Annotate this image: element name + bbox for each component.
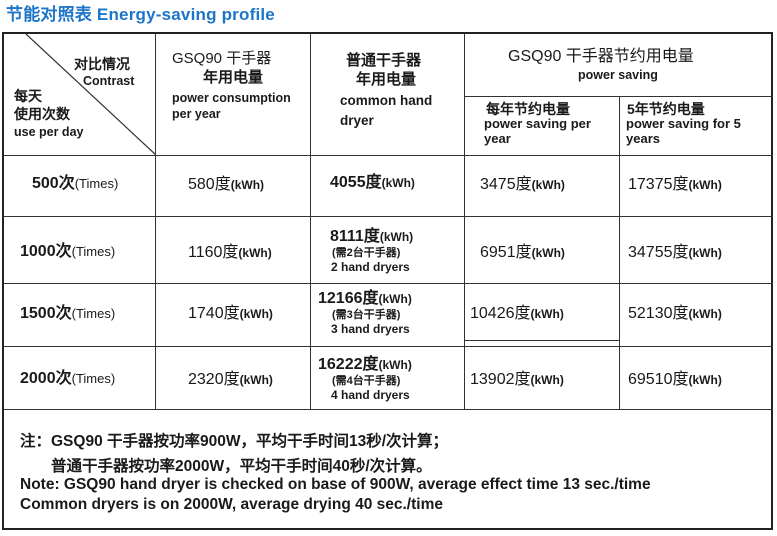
row-common-value: 4055度(kWh) [330,174,415,191]
row-gsq-value: 580度(kWh) [188,176,265,193]
row-per-year: 13902度(kWh) [470,371,564,388]
col2-header-cn1: 普通干手器 [346,52,422,69]
col2-header-cn2: 年用电量 [356,71,417,88]
row-gsq-value: 1740度(kWh) [188,305,273,322]
row-divider [464,340,619,341]
row-gsq-value: 2320度(kWh) [188,371,273,388]
note-line-en1: Note: GSQ90 hand dryer is checked on bas… [20,476,651,493]
row-per-year: 10426度(kWh) [470,305,564,322]
col1-header-cn1: GSQ90 干手器 [172,50,272,67]
note-line-cn1: 注：GSQ90 干手器按功率900W，平均干手时间13秒/次计算； [20,433,449,450]
row-per-year: 3475度(kWh) [480,176,565,193]
row-common-note-en: 2 hand dryers [331,260,410,274]
col3a-header-en2: year [484,131,511,146]
col3-header-en: power saving [578,68,658,82]
corner-left-cn1: 每天 [14,88,42,104]
row-common-note-cn: (需3台干手器) [332,309,401,321]
corner-top-cn: 对比情况 [74,56,130,72]
row-divider [4,283,773,284]
row-common-note-en: 4 hand dryers [331,388,410,402]
row-divider [4,216,773,217]
col3a-header-cn: 每年节约电量 [486,101,570,117]
row-common-note-cn: (需2台干手器) [332,247,401,259]
row-divider [4,346,773,347]
row-five-year: 69510度(kWh) [628,371,722,388]
row-five-year: 34755度(kWh) [628,244,722,261]
corner-left-en: use per day [14,125,84,139]
col3b-header-cn: 5年节约电量 [627,101,705,117]
energy-table [2,32,773,530]
row-five-year: 17375度(kWh) [628,176,722,193]
col2-header-en1: common hand [340,93,433,108]
col1-header-en2: per year [172,107,221,121]
row-gsq-value: 1160度(kWh) [188,244,272,261]
col3b-header-en2: years [626,131,660,146]
row-divider [4,409,773,410]
row-per-year: 6951度(kWh) [480,244,565,261]
row-times: 1000次(Times) [20,243,116,260]
row-divider [4,155,773,156]
note-line-cn2: 普通干手器按功率2000W，平均干手时间40秒/次计算。 [51,458,432,475]
row-five-year: 52130度(kWh) [628,305,722,322]
page-title: 节能对照表 Energy-saving profile [6,5,275,24]
col3b-header-en1: power saving for 5 [626,116,741,131]
row-times: 500次(Times) [32,175,119,192]
col-divider [310,34,311,409]
col-divider [464,34,465,409]
col-divider [619,96,620,409]
corner-left-cn2: 使用次数 [14,106,70,122]
row-common-value: 12166度(kWh) [318,290,412,307]
col3-header-cn: GSQ90 干手器节约用电量 [508,48,694,65]
row-times: 2000次(Times) [20,370,116,387]
row-times: 1500次(Times) [20,305,116,322]
corner-diagonal [25,34,156,156]
col3a-header-en1: power saving per [484,116,591,131]
row-common-note-en: 3 hand dryers [331,322,410,336]
row-common-value: 8111度(kWh) [330,228,414,245]
corner-top-en: Contrast [83,74,135,88]
col2-header-en2: dryer [340,113,374,128]
col1-header-en1: power consumption [172,91,291,105]
col1-header-cn2: 年用电量 [203,69,264,86]
row-common-note-cn: (需4台干手器) [332,375,401,387]
row-common-value: 16222度(kWh) [318,356,412,373]
row-divider [464,96,773,97]
col-divider [155,34,156,409]
note-line-en2: Common dryers is on 2000W, average dryin… [20,496,443,513]
